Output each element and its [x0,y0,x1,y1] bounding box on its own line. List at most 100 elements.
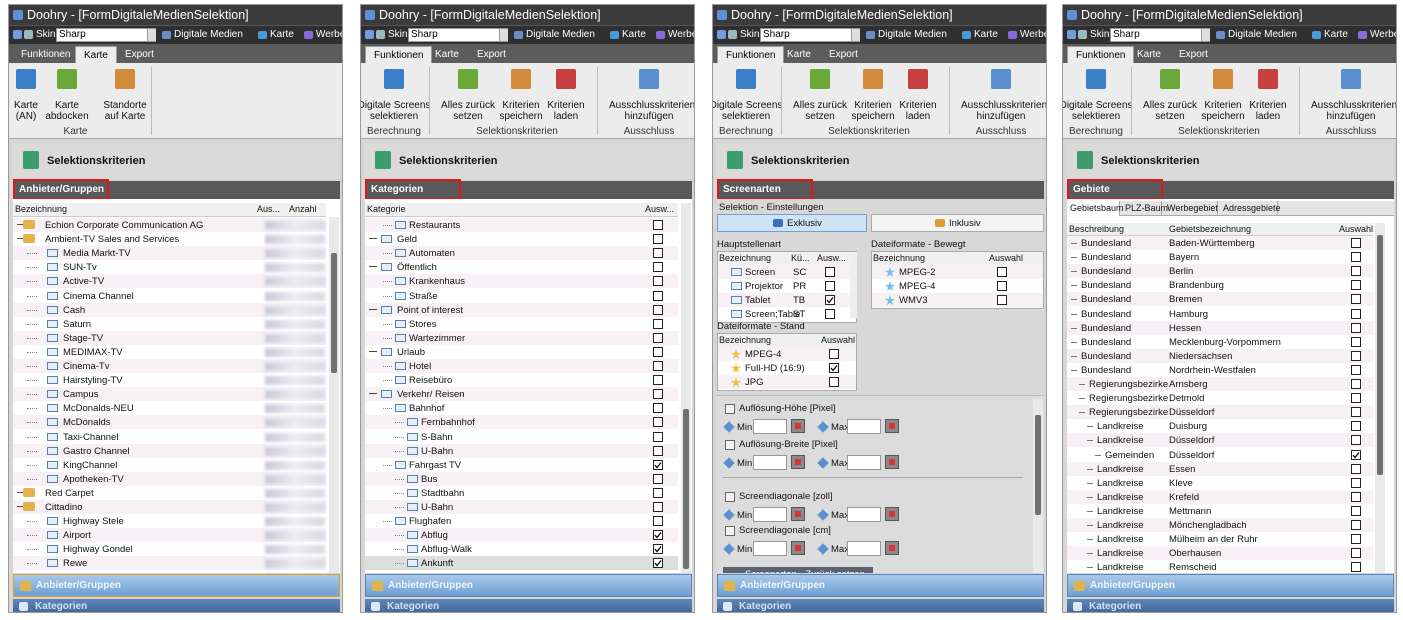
tree-label[interactable]: Abflug [421,530,448,542]
checkbox[interactable] [1351,534,1361,545]
checkbox[interactable] [825,267,835,277]
checkbox[interactable] [1351,238,1361,248]
row-type[interactable]: Bundesland [1081,294,1132,306]
row-label[interactable]: MPEG-2 [899,267,936,278]
tree-label[interactable]: Urlaub [397,346,425,358]
row-type[interactable]: Bundesland [1081,322,1132,334]
accordion-bar[interactable]: Kategorien [13,599,340,612]
checkbox[interactable] [653,403,663,414]
tree-label[interactable]: Point of interest [397,304,464,316]
row-type[interactable]: Landkreise [1097,435,1144,447]
tree-label[interactable]: Stadtbahn [421,487,465,499]
input[interactable] [847,541,881,556]
checkbox[interactable] [653,290,663,301]
row-type[interactable]: Bundesland [1081,238,1132,249]
row-label[interactable]: WMV3 [899,295,928,307]
ribbon-tab[interactable]: Karte [75,46,117,63]
tree-label[interactable]: Gastro Channel [63,445,130,457]
checkbox[interactable] [997,267,1007,277]
tree-label[interactable]: Automaten [409,248,455,260]
tree-label[interactable]: Öffentlich [397,262,437,274]
row-label[interactable]: Screen;Table [745,309,801,321]
checkbox[interactable] [653,234,663,245]
tree-label[interactable]: Wartezimmer [409,332,466,344]
checkbox[interactable] [653,558,663,569]
checkbox[interactable] [1351,322,1361,333]
row-type[interactable]: Bundesland [1081,364,1132,376]
checkbox[interactable] [1351,435,1361,446]
row-type[interactable]: Landkreise [1097,463,1144,475]
checkbox[interactable] [825,281,835,292]
row-label[interactable]: Tablet [745,295,771,307]
tree-label[interactable]: McDonalds-NEU [63,403,134,415]
checkbox[interactable] [1351,252,1361,263]
tree-label[interactable]: Cittadino [45,502,83,513]
accordion-bar[interactable]: Kategorien [1067,599,1394,612]
checkbox[interactable] [653,572,663,574]
row-label[interactable]: MPEG-4 [899,281,936,293]
checkbox[interactable] [1351,520,1361,530]
tree-label[interactable]: Active-TV [63,276,105,288]
checkbox[interactable] [829,377,839,388]
toolbar-item[interactable]: Digitale Medien [526,29,595,40]
tree-label[interactable]: Hairstyling-TV [63,375,123,387]
checkbox[interactable] [997,295,1007,306]
checkbox[interactable] [653,544,663,555]
checkbox[interactable] [1351,266,1361,277]
tree-label[interactable]: Bus [421,473,438,485]
ribbon-button[interactable]: Kriterien speichern [481,67,561,123]
tree-label[interactable]: Campus [63,389,99,401]
tree-label[interactable]: Saturn [63,318,91,330]
ribbon-button[interactable]: Karte (AN) [9,67,66,123]
row-type[interactable]: Regierungsbezirke [1089,393,1169,405]
ribbon-button[interactable]: Kriterien laden [526,67,606,123]
input[interactable] [847,419,881,434]
row-type[interactable]: Landkreise [1097,562,1144,573]
input[interactable] [753,455,787,470]
checkbox[interactable] [1351,393,1361,404]
row-type[interactable]: Gemeinden [1105,449,1155,461]
accordion-bar[interactable]: Kategorien [365,599,692,612]
row-label[interactable]: MPEG-4 [745,349,782,360]
checkbox[interactable] [825,295,835,306]
tab[interactable]: PLZ-Baum [1122,201,1168,216]
toolbar-item[interactable]: Werbegebi [668,29,694,40]
ribbon-tab[interactable]: Export [477,49,506,60]
ribbon-button[interactable]: Standorte auf Karte [85,67,165,123]
tree-label[interactable]: Cinema-Tv [63,361,110,372]
skin-select[interactable]: Sharp [760,28,860,42]
ribbon-tab[interactable]: Funktionen [21,49,71,60]
tree-label[interactable]: Restaurants [409,220,461,231]
row-label[interactable]: Projektor [745,281,784,293]
select-arrow[interactable] [147,29,156,41]
checkbox[interactable] [653,375,663,386]
expander[interactable] [369,350,377,352]
tree-label[interactable]: S-Bahn [421,431,453,443]
tree-label[interactable]: U-Bahn [421,502,454,513]
checkbox[interactable] [653,417,663,428]
expander[interactable] [17,238,23,240]
row-type[interactable]: Landkreise [1097,520,1144,531]
checkbox[interactable] [1351,379,1361,389]
row-type[interactable]: Landkreise [1097,505,1144,517]
tab[interactable]: Adressgebiete [1220,201,1281,216]
row-type[interactable]: Landkreise [1097,491,1144,503]
select-arrow[interactable] [499,29,508,41]
tree-label[interactable]: Media Markt-TV [63,248,131,260]
accordion-bar[interactable]: Kategorien [717,599,1044,612]
input[interactable] [847,455,881,470]
tree-label[interactable]: Cash [63,304,86,316]
row-label[interactable]: JPG [745,377,764,389]
tree-label[interactable]: Cinema Channel [63,290,134,302]
tree-label[interactable]: Verkehr/ Reisen [397,389,465,401]
row-label[interactable]: Screen [745,267,776,278]
tree-label[interactable]: Highway Gondel [63,544,133,556]
tree-label[interactable]: Highway Stele [63,516,124,528]
checkbox[interactable] [653,487,663,498]
ribbon-button[interactable]: Kriterien laden [878,67,958,123]
tree-label[interactable]: KingChannel [63,459,118,471]
tree-label[interactable]: Apotheken-TV [63,473,124,485]
ribbon-tab[interactable]: Karte [1137,49,1161,60]
checkbox[interactable] [1351,350,1361,361]
checkbox[interactable] [1351,421,1361,432]
